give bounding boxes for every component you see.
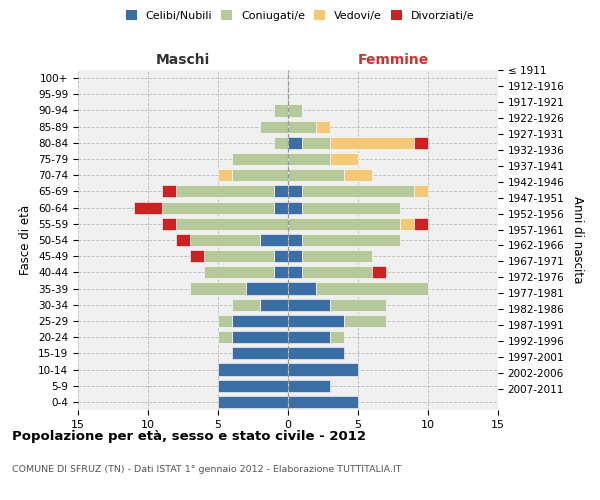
Bar: [330, 153, 358, 165]
Bar: [288, 331, 330, 343]
Bar: [176, 186, 274, 198]
Bar: [316, 120, 330, 132]
Bar: [288, 250, 302, 262]
Bar: [232, 348, 288, 360]
Bar: [274, 202, 288, 213]
Bar: [218, 396, 288, 408]
Bar: [260, 234, 288, 246]
Bar: [400, 218, 414, 230]
Legend: Celibi/Nubili, Coniugati/e, Vedovi/e, Divorziati/e: Celibi/Nubili, Coniugati/e, Vedovi/e, Di…: [124, 8, 476, 23]
Bar: [274, 104, 288, 117]
Bar: [190, 250, 204, 262]
Bar: [288, 298, 330, 311]
Bar: [302, 266, 372, 278]
Bar: [162, 202, 274, 213]
Bar: [288, 202, 302, 213]
Bar: [232, 331, 288, 343]
Bar: [232, 298, 260, 311]
Bar: [302, 202, 400, 213]
Bar: [288, 348, 344, 360]
Bar: [316, 282, 428, 294]
Bar: [274, 137, 288, 149]
Text: Popolazione per età, sesso e stato civile - 2012: Popolazione per età, sesso e stato civil…: [12, 430, 366, 443]
Bar: [232, 315, 288, 327]
Bar: [274, 266, 288, 278]
Bar: [204, 266, 274, 278]
Bar: [218, 380, 288, 392]
Bar: [162, 218, 176, 230]
Bar: [288, 137, 302, 149]
Bar: [274, 250, 288, 262]
Bar: [302, 234, 400, 246]
Bar: [414, 218, 428, 230]
Bar: [274, 186, 288, 198]
Bar: [190, 234, 260, 246]
Bar: [260, 120, 288, 132]
Bar: [190, 282, 246, 294]
Bar: [288, 218, 400, 230]
Bar: [372, 266, 386, 278]
Bar: [288, 282, 316, 294]
Bar: [288, 169, 344, 181]
Bar: [414, 137, 428, 149]
Text: Femmine: Femmine: [358, 53, 428, 67]
Bar: [134, 202, 162, 213]
Bar: [414, 186, 428, 198]
Bar: [218, 315, 232, 327]
Y-axis label: Fasce di età: Fasce di età: [19, 205, 32, 275]
Bar: [330, 298, 386, 311]
Bar: [288, 380, 330, 392]
Bar: [330, 137, 414, 149]
Bar: [302, 186, 414, 198]
Bar: [176, 218, 288, 230]
Bar: [162, 186, 176, 198]
Bar: [288, 104, 302, 117]
Text: COMUNE DI SFRUZ (TN) - Dati ISTAT 1° gennaio 2012 - Elaborazione TUTTITALIA.IT: COMUNE DI SFRUZ (TN) - Dati ISTAT 1° gen…: [12, 465, 401, 474]
Bar: [232, 169, 288, 181]
Bar: [288, 396, 358, 408]
Bar: [204, 250, 274, 262]
Bar: [288, 315, 344, 327]
Bar: [288, 364, 358, 376]
Bar: [218, 331, 232, 343]
Bar: [330, 331, 344, 343]
Bar: [288, 120, 316, 132]
Y-axis label: Anni di nascita: Anni di nascita: [571, 196, 584, 284]
Bar: [288, 234, 302, 246]
Bar: [344, 315, 386, 327]
Bar: [344, 169, 372, 181]
Bar: [302, 137, 330, 149]
Bar: [218, 364, 288, 376]
Bar: [232, 153, 288, 165]
Bar: [302, 250, 372, 262]
Bar: [288, 266, 302, 278]
Bar: [246, 282, 288, 294]
Bar: [218, 169, 232, 181]
Bar: [288, 186, 302, 198]
Bar: [176, 234, 190, 246]
Bar: [288, 153, 330, 165]
Text: Maschi: Maschi: [156, 53, 210, 67]
Bar: [260, 298, 288, 311]
